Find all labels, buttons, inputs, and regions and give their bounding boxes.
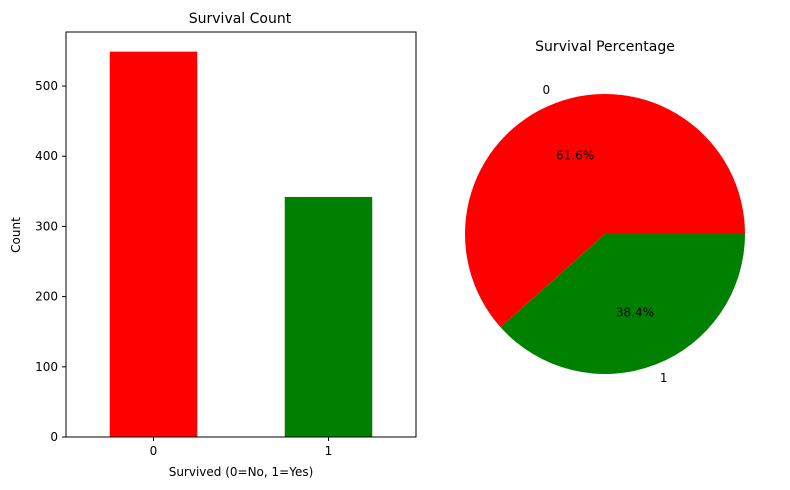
bar-y-axis-label: Count — [9, 217, 23, 253]
pie-chart-title: Survival Percentage — [535, 39, 675, 55]
pie-marks: 0 61.6% 1 38.4% — [465, 83, 745, 385]
bar-chart-title: Survival Count — [189, 11, 292, 27]
pie-slice-label: 0 — [542, 83, 550, 97]
pie-slice-label: 1 — [660, 371, 668, 385]
bar-x-axis-label: Survived (0=No, 1=Yes) — [169, 465, 314, 479]
bar-marks — [109, 51, 373, 437]
y-tick-label: 500 — [35, 79, 58, 93]
bar-1 — [284, 196, 373, 437]
y-tick-label: 100 — [35, 360, 58, 374]
bar-plot-frame — [65, 31, 417, 438]
pie-percent-label: 38.4% — [616, 305, 654, 319]
pie-slice-1 — [500, 234, 745, 375]
y-tick-label: 400 — [35, 149, 58, 163]
bar-0 — [109, 51, 198, 437]
pie-chart: Survival Percentage 0 61.6% 1 38.4% — [465, 39, 745, 385]
y-tick-label: 0 — [50, 430, 58, 444]
bar-y-ticks: 0 100 200 300 400 500 — [35, 79, 66, 444]
x-tick-label: 0 — [150, 444, 158, 458]
pie-slice-0 — [465, 94, 745, 328]
x-tick-label: 1 — [325, 444, 333, 458]
y-tick-label: 200 — [35, 290, 58, 304]
pie-percent-label: 61.6% — [556, 149, 594, 163]
y-tick-label: 300 — [35, 219, 58, 233]
